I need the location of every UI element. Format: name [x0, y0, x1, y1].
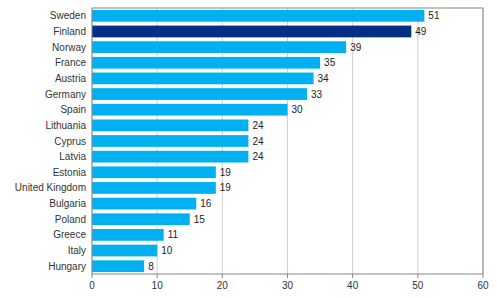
bar	[92, 57, 320, 69]
data-label: 19	[220, 167, 232, 178]
bar	[92, 135, 248, 147]
tick-mark	[157, 274, 158, 278]
data-label: 34	[318, 73, 330, 84]
tick-label: Latvia	[59, 151, 86, 162]
bar	[92, 73, 314, 85]
data-label: 15	[194, 214, 206, 225]
data-label: 24	[252, 136, 264, 147]
data-label: 33	[311, 89, 323, 100]
bar	[92, 166, 216, 178]
bar	[92, 198, 196, 210]
tick-mark	[483, 274, 484, 278]
tick-label: 20	[217, 280, 229, 291]
data-label: 24	[252, 120, 264, 131]
tick-mark	[287, 274, 288, 278]
tick-label: 10	[152, 280, 164, 291]
data-labels: 5149 39 35 34 33 30 24 24 24 19 19 16 15 11 10 8	[148, 10, 440, 271]
data-label: 10	[161, 245, 173, 256]
tick-label: 60	[477, 280, 489, 291]
tick-label: Austria	[55, 73, 87, 84]
tick-label: 30	[282, 280, 294, 291]
bar	[92, 245, 157, 257]
bar	[92, 26, 411, 38]
bar	[92, 104, 288, 116]
tick-label: United Kingdom	[15, 182, 86, 193]
bar	[92, 41, 346, 53]
tick-label: Sweden	[50, 10, 86, 21]
data-label: 35	[324, 57, 336, 68]
data-label: 16	[200, 198, 212, 209]
data-label: 49	[415, 26, 427, 37]
tick-label: Greece	[53, 229, 86, 240]
tick-label: Cyprus	[54, 136, 86, 147]
tick-label: Estonia	[53, 167, 87, 178]
tick-mark	[92, 274, 93, 278]
bar	[92, 260, 144, 272]
bar	[92, 88, 307, 100]
tick-label: Finland	[53, 26, 86, 37]
tick-label: Italy	[68, 245, 86, 256]
tick-label: 40	[347, 280, 359, 291]
plot-frame	[92, 8, 483, 274]
tick-label: 50	[412, 280, 424, 291]
tick-label: Germany	[45, 89, 86, 100]
bars	[92, 10, 424, 272]
x-axis: 0 10 20 30 40 50 60	[89, 274, 489, 291]
tick-label: Lithuania	[45, 120, 86, 131]
tick-label: Poland	[55, 214, 86, 225]
data-label: 8	[148, 261, 154, 272]
tick-mark	[417, 274, 418, 278]
bar	[92, 10, 424, 22]
bar	[92, 182, 216, 194]
tick-label: Norway	[52, 42, 86, 53]
tick-label: Bulgaria	[49, 198, 86, 209]
bar	[92, 151, 248, 163]
data-label: 30	[292, 104, 304, 115]
data-label: 19	[220, 182, 232, 193]
tick-label: Spain	[60, 104, 86, 115]
bar	[92, 119, 248, 131]
grid	[92, 8, 483, 274]
grid-line	[417, 8, 418, 274]
bar	[92, 213, 190, 225]
tick-label: 0	[89, 280, 95, 291]
tick-label: Hungary	[48, 261, 86, 272]
bar	[92, 229, 164, 241]
chart: 5149 39 35 34 33 30 24 24 24 19 19 16 15 11 10 8 Sweden F…	[0, 0, 497, 298]
data-label: 24	[252, 151, 264, 162]
y-axis: Sweden Finland Norway France Austria Germany S…	[15, 10, 87, 271]
tick-mark	[222, 274, 223, 278]
tick-label: France	[55, 57, 87, 68]
data-label: 51	[428, 10, 440, 21]
tick-mark	[352, 274, 353, 278]
data-label: 39	[350, 42, 362, 53]
data-label: 11	[168, 229, 179, 240]
